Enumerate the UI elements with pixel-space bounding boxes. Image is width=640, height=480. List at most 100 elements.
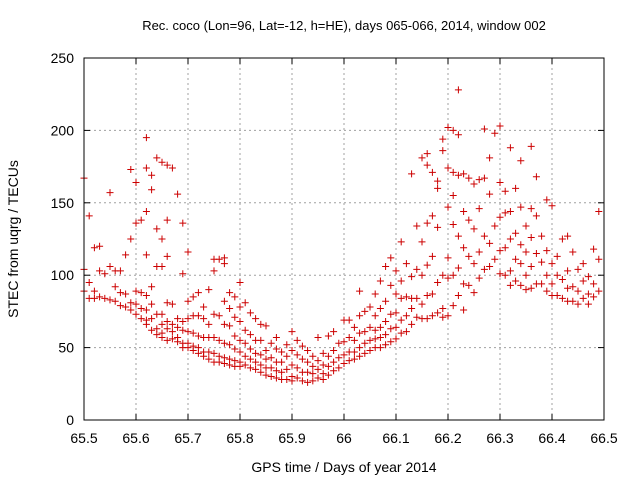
data-point [454, 232, 462, 240]
data-point [356, 344, 364, 352]
data-point [532, 173, 540, 181]
data-point [241, 361, 249, 369]
data-point [538, 232, 546, 240]
data-point [439, 147, 447, 155]
data-point [215, 312, 223, 320]
data-point [231, 313, 239, 321]
data-point [454, 291, 462, 299]
data-point [127, 306, 135, 314]
data-point [439, 271, 447, 279]
y-tick-label: 0 [66, 412, 74, 428]
data-point [220, 360, 228, 368]
data-point [319, 375, 327, 383]
data-point [434, 223, 442, 231]
data-point [137, 305, 145, 313]
data-point [90, 287, 98, 295]
data-point [142, 306, 150, 314]
data-point [101, 294, 109, 302]
data-point [350, 348, 358, 356]
data-point [418, 154, 426, 162]
y-tick-label: 250 [51, 50, 75, 66]
data-point [356, 329, 364, 337]
data-point [387, 325, 395, 333]
x-tick-label: 65.8 [226, 430, 253, 446]
data-point [496, 122, 504, 130]
data-point [382, 263, 390, 271]
data-point [558, 276, 566, 284]
data-point [319, 349, 327, 357]
data-point [304, 346, 312, 354]
data-point [397, 238, 405, 246]
data-point [397, 294, 405, 302]
data-point [142, 164, 150, 172]
data-point [486, 154, 494, 162]
data-point [262, 371, 270, 379]
data-point [569, 283, 577, 291]
data-point [226, 322, 234, 330]
data-point [506, 235, 514, 243]
data-point [428, 168, 436, 176]
data-point [106, 296, 114, 304]
data-point [517, 260, 525, 268]
x-tick-label: 65.5 [70, 430, 97, 446]
data-point [564, 267, 572, 275]
data-point [319, 361, 327, 369]
data-point [361, 339, 369, 347]
data-point [96, 293, 104, 301]
axis-ticks [83, 57, 605, 421]
data-point [163, 336, 171, 344]
data-point [517, 241, 525, 249]
data-point [579, 277, 587, 285]
data-point [590, 293, 598, 301]
data-point [127, 165, 135, 173]
data-point [454, 131, 462, 139]
data-point [210, 310, 218, 318]
data-point [142, 251, 150, 259]
data-point [142, 207, 150, 215]
data-point [522, 286, 530, 294]
x-tick-label: 65.9 [278, 430, 305, 446]
data-point [200, 303, 208, 311]
data-point [595, 207, 603, 215]
data-point [574, 287, 582, 295]
data-point [434, 278, 442, 286]
data-point [340, 360, 348, 368]
data-point [153, 331, 161, 339]
data-point [330, 367, 338, 375]
data-point [371, 290, 379, 298]
data-point [506, 281, 514, 289]
data-point [241, 326, 249, 334]
data-point [127, 235, 135, 243]
data-point [283, 375, 291, 383]
data-point [423, 219, 431, 227]
data-point [153, 225, 161, 233]
data-point [350, 323, 358, 331]
data-point [142, 320, 150, 328]
data-point [330, 358, 338, 366]
data-point [324, 362, 332, 370]
data-point [376, 333, 384, 341]
data-point [590, 280, 598, 288]
data-point [532, 212, 540, 220]
data-point [543, 271, 551, 279]
data-point [210, 267, 218, 275]
data-point [210, 349, 218, 357]
data-point [200, 315, 208, 323]
data-point [236, 348, 244, 356]
data-point [314, 365, 322, 373]
data-point [574, 300, 582, 308]
data-point [475, 176, 483, 184]
data-point [205, 286, 213, 294]
data-point [480, 174, 488, 182]
data-point [298, 342, 306, 350]
data-point [569, 297, 577, 305]
data-point [584, 300, 592, 308]
data-point [106, 263, 114, 271]
data-point [241, 339, 249, 347]
data-point [194, 289, 202, 297]
data-point [397, 316, 405, 324]
data-point [371, 312, 379, 320]
data-point [454, 171, 462, 179]
data-point [460, 170, 468, 178]
